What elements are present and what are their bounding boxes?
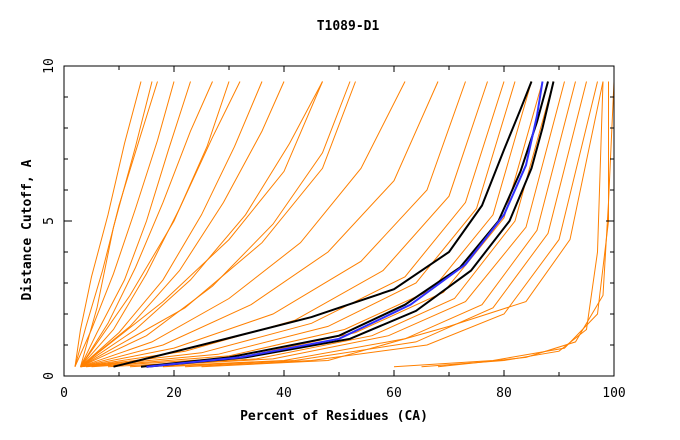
series-line-blue-34 <box>146 81 544 368</box>
axis-ticks: 0 20 40 60 80 100 0 5 10 <box>42 58 626 401</box>
series-line-orange-2 <box>74 81 175 367</box>
series-line-orange-17 <box>91 81 543 368</box>
series-line-orange-29 <box>393 81 609 368</box>
series-line-orange-10 <box>80 81 406 368</box>
series-line-orange-11 <box>80 81 439 368</box>
x-tick-label: 100 <box>602 386 625 401</box>
series-line-orange-3 <box>80 81 191 367</box>
series-line-orange-7 <box>80 81 285 368</box>
series-line-orange-25 <box>80 81 230 367</box>
series-line-orange-30 <box>437 81 615 368</box>
series-line-orange-22 <box>184 81 598 368</box>
series-line-orange-19 <box>129 81 565 368</box>
x-tick-label: 80 <box>496 386 512 401</box>
series-line-orange-18 <box>107 81 554 368</box>
series-line-orange-15 <box>80 81 516 368</box>
series-line-orange-9 <box>80 81 351 368</box>
series-line-black-31 <box>113 81 533 368</box>
series-line-orange-8 <box>80 81 323 368</box>
series-line-orange-24 <box>80 81 153 367</box>
y-tick-label: 0 <box>42 372 57 380</box>
plot-area <box>74 81 615 368</box>
series-line-black-32 <box>140 81 549 368</box>
x-tick-label: 40 <box>276 386 292 401</box>
series-line-orange-26 <box>80 81 323 368</box>
x-tick-label: 0 <box>60 386 68 401</box>
chart-title: T1089-D1 <box>317 19 380 34</box>
series-line-orange-5 <box>80 81 241 368</box>
series-line-orange-27 <box>80 81 356 368</box>
series-line-orange-14 <box>80 81 505 368</box>
series-line-orange-4 <box>80 81 213 367</box>
series-line-orange-0 <box>74 81 142 367</box>
x-tick-label: 60 <box>386 386 402 401</box>
series-line-orange-1 <box>74 81 158 367</box>
x-axis-label: Percent of Residues (CA) <box>240 409 428 424</box>
y-axis-label: Distance Cutoff, A <box>20 159 35 300</box>
y-tick-label: 10 <box>42 58 57 74</box>
series-line-orange-16 <box>85 81 532 368</box>
x-tick-label: 20 <box>166 386 182 401</box>
series-line-black-33 <box>146 81 555 368</box>
series-line-orange-12 <box>80 81 466 368</box>
series-line-orange-20 <box>146 81 576 368</box>
y-tick-label: 5 <box>42 217 57 225</box>
series-line-orange-6 <box>80 81 263 368</box>
series-line-orange-23 <box>201 81 604 368</box>
